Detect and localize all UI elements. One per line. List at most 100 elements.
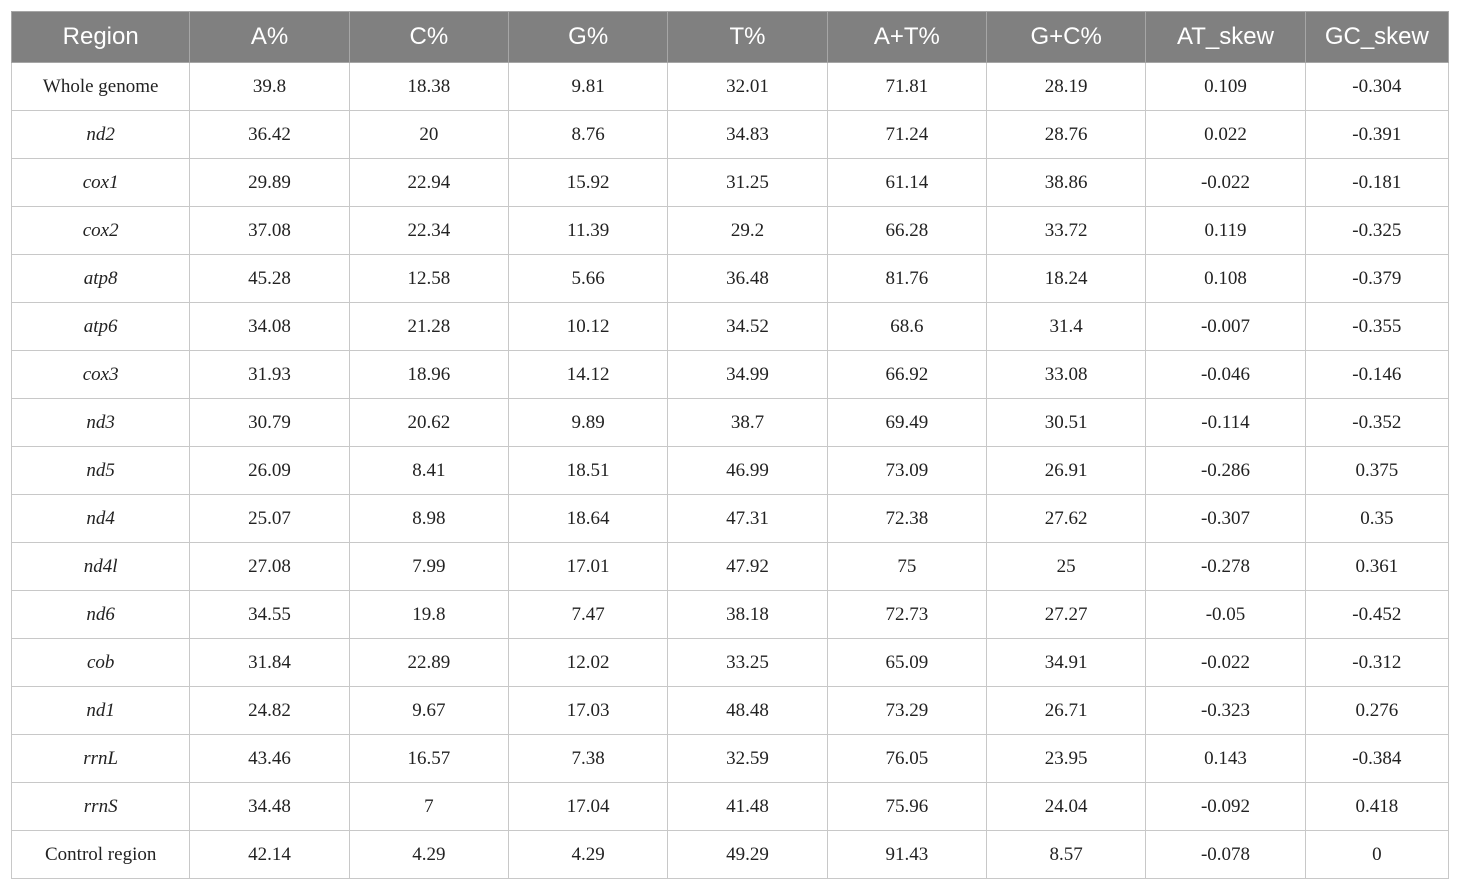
region-cell: cob: [10, 638, 191, 687]
value-cell-t-pct: 47.31: [667, 494, 828, 543]
value-cell-g-pct: 15.92: [508, 158, 669, 207]
value-cell-c-pct: 19.8: [348, 590, 510, 639]
column-header-t-pct: T%: [667, 11, 828, 63]
value-cell-at-pct: 75: [826, 542, 988, 591]
value-cell-gc-skew: -0.355: [1304, 302, 1450, 351]
value-cell-c-pct: 20: [348, 110, 510, 159]
value-cell-gc-skew: -0.391: [1304, 110, 1450, 159]
value-cell-gc-pct: 26.71: [985, 686, 1147, 735]
value-cell-a-pct: 37.08: [189, 206, 350, 255]
value-cell-at-skew: -0.05: [1145, 590, 1306, 639]
region-cell: nd4l: [10, 542, 191, 591]
region-cell: Whole genome: [10, 62, 191, 111]
value-cell-at-pct: 68.6: [826, 302, 988, 351]
value-cell-t-pct: 38.18: [667, 590, 828, 639]
value-cell-at-skew: 0.119: [1145, 206, 1306, 255]
value-cell-g-pct: 9.81: [508, 62, 669, 111]
column-header-gc-pct: G+C%: [985, 11, 1147, 63]
value-cell-g-pct: 10.12: [508, 302, 669, 351]
value-cell-at-pct: 61.14: [826, 158, 988, 207]
value-cell-c-pct: 22.94: [348, 158, 510, 207]
value-cell-g-pct: 8.76: [508, 110, 669, 159]
region-cell: Control region: [10, 830, 191, 879]
value-cell-g-pct: 17.03: [508, 686, 669, 735]
value-cell-c-pct: 22.89: [348, 638, 510, 687]
value-cell-at-pct: 71.24: [826, 110, 988, 159]
table-row: nd6 34.55 19.8 7.47 38.18 72.73 27.27 -0.05 -0.4…: [10, 590, 1450, 639]
value-cell-g-pct: 14.12: [508, 350, 669, 399]
value-cell-c-pct: 8.98: [348, 494, 510, 543]
table-body: Whole genome 39.8 18.38 9.81 32.01 71.81 28.19…: [10, 62, 1450, 879]
region-cell: nd6: [10, 590, 191, 639]
column-header-a-pct: A%: [189, 11, 350, 63]
region-cell: nd3: [10, 398, 191, 447]
value-cell-gc-pct: 28.76: [985, 110, 1147, 159]
value-cell-gc-skew: 0.276: [1304, 686, 1450, 735]
value-cell-t-pct: 34.83: [667, 110, 828, 159]
value-cell-gc-pct: 34.91: [985, 638, 1147, 687]
region-cell: nd5: [10, 446, 191, 495]
region-cell: cox3: [10, 350, 191, 399]
value-cell-gc-skew: 0.375: [1304, 446, 1450, 495]
table-row: cox3 31.93 18.96 14.12 34.99 66.92 33.08 -0.046…: [10, 350, 1450, 399]
table-row: atp8 45.28 12.58 5.66 36.48 81.76 18.24 0.108 -0…: [10, 254, 1450, 303]
value-cell-gc-skew: -0.181: [1304, 158, 1450, 207]
value-cell-a-pct: 29.89: [189, 158, 350, 207]
value-cell-a-pct: 39.8: [189, 62, 350, 111]
value-cell-at-skew: -0.307: [1145, 494, 1306, 543]
value-cell-at-skew: -0.046: [1145, 350, 1306, 399]
value-cell-c-pct: 21.28: [348, 302, 510, 351]
value-cell-g-pct: 9.89: [508, 398, 669, 447]
value-cell-t-pct: 34.52: [667, 302, 828, 351]
value-cell-a-pct: 31.93: [189, 350, 350, 399]
value-cell-a-pct: 34.08: [189, 302, 350, 351]
value-cell-at-skew: -0.323: [1145, 686, 1306, 735]
value-cell-at-skew: 0.143: [1145, 734, 1306, 783]
value-cell-c-pct: 8.41: [348, 446, 510, 495]
value-cell-t-pct: 32.59: [667, 734, 828, 783]
value-cell-gc-skew: 0.35: [1304, 494, 1450, 543]
value-cell-at-skew: -0.114: [1145, 398, 1306, 447]
value-cell-a-pct: 34.48: [189, 782, 350, 831]
value-cell-a-pct: 25.07: [189, 494, 350, 543]
value-cell-t-pct: 48.48: [667, 686, 828, 735]
value-cell-a-pct: 45.28: [189, 254, 350, 303]
value-cell-at-skew: -0.278: [1145, 542, 1306, 591]
value-cell-c-pct: 4.29: [348, 830, 510, 879]
value-cell-at-pct: 72.38: [826, 494, 988, 543]
value-cell-a-pct: 36.42: [189, 110, 350, 159]
value-cell-gc-pct: 8.57: [985, 830, 1147, 879]
value-cell-at-skew: -0.022: [1145, 638, 1306, 687]
value-cell-gc-pct: 30.51: [985, 398, 1147, 447]
table-row: rrnS 34.48 7 17.04 41.48 75.96 24.04 -0.092 0.41…: [10, 782, 1450, 831]
table-row: nd1 24.82 9.67 17.03 48.48 73.29 26.71 -0.323 0.…: [10, 686, 1450, 735]
value-cell-gc-pct: 28.19: [985, 62, 1147, 111]
value-cell-at-pct: 73.29: [826, 686, 988, 735]
value-cell-g-pct: 7.38: [508, 734, 669, 783]
value-cell-at-skew: 0.108: [1145, 254, 1306, 303]
value-cell-g-pct: 18.51: [508, 446, 669, 495]
region-cell: nd4: [10, 494, 191, 543]
value-cell-gc-pct: 26.91: [985, 446, 1147, 495]
value-cell-at-pct: 65.09: [826, 638, 988, 687]
region-cell: rrnS: [10, 782, 191, 831]
region-cell: cox2: [10, 206, 191, 255]
value-cell-c-pct: 16.57: [348, 734, 510, 783]
value-cell-gc-pct: 33.72: [985, 206, 1147, 255]
table-row: Whole genome 39.8 18.38 9.81 32.01 71.81 28.19…: [10, 62, 1450, 111]
value-cell-at-skew: -0.078: [1145, 830, 1306, 879]
value-cell-gc-pct: 24.04: [985, 782, 1147, 831]
table-row: nd5 26.09 8.41 18.51 46.99 73.09 26.91 -0.286 0.…: [10, 446, 1450, 495]
value-cell-a-pct: 30.79: [189, 398, 350, 447]
value-cell-at-pct: 66.92: [826, 350, 988, 399]
value-cell-t-pct: 47.92: [667, 542, 828, 591]
table-row: atp6 34.08 21.28 10.12 34.52 68.6 31.4 -0.007 -0…: [10, 302, 1450, 351]
value-cell-gc-pct: 18.24: [985, 254, 1147, 303]
value-cell-g-pct: 12.02: [508, 638, 669, 687]
table-row: Control region 42.14 4.29 4.29 49.29 91.43 8.5…: [10, 830, 1450, 879]
column-header-g-pct: G%: [508, 11, 669, 63]
table-row: nd2 36.42 20 8.76 34.83 71.24 28.76 0.022 -0.391: [10, 110, 1450, 159]
value-cell-a-pct: 24.82: [189, 686, 350, 735]
table-row: nd4l 27.08 7.99 17.01 47.92 75 25 -0.278 0.361: [10, 542, 1450, 591]
value-cell-c-pct: 18.38: [348, 62, 510, 111]
